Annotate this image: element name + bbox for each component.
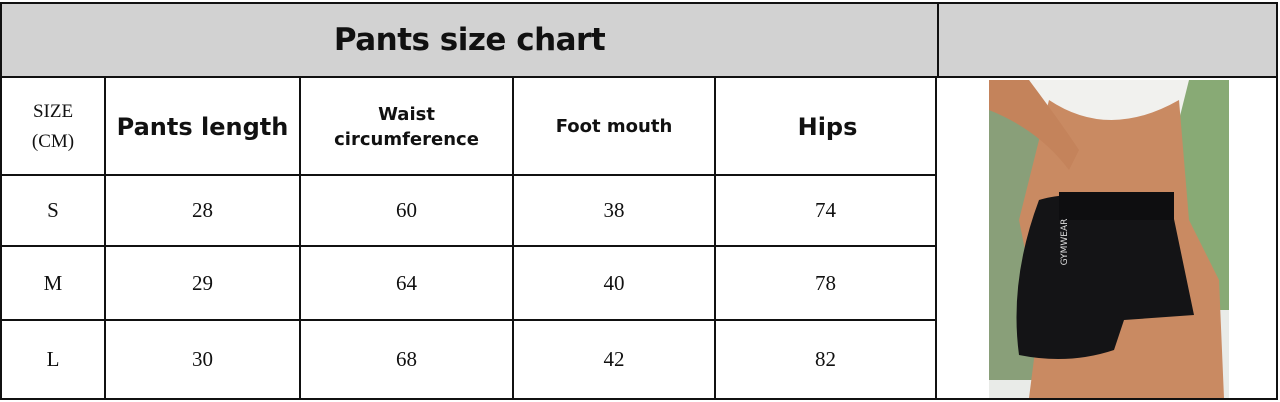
divider [0,174,937,176]
divider [1276,77,1278,400]
size-header: SIZE (CM) [2,79,104,174]
value-cell: 28 [192,198,213,222]
divider [299,77,301,400]
value-cell: 40 [603,270,625,295]
value-cell: 78 [815,270,836,295]
divider [512,77,514,400]
column-header-foot-mouth: Foot mouth [555,116,673,137]
product-photo: GYMWEAR [989,80,1229,398]
column-header-waist: Waist circumference [334,103,479,150]
size-cell: M [43,270,63,295]
divider [0,319,937,321]
column-header-pants-length: Pants length [116,112,289,141]
value-cell: 82 [815,347,836,371]
size-cell: L [46,347,60,371]
divider [937,4,939,76]
size-cell: S [47,198,59,222]
title-row: Pants size chart [0,2,1278,78]
value-cell: 38 [603,198,625,222]
value-cell: 68 [396,347,417,371]
value-cell: 30 [192,347,213,371]
value-cell: 64 [396,270,417,295]
divider [714,77,716,400]
value-cell: 29 [192,270,213,295]
page-title: Pants size chart [333,22,606,58]
divider [935,77,937,400]
size-header-label: SIZE [32,100,74,122]
divider [0,77,2,400]
divider [0,398,1278,400]
value-cell: 60 [396,198,417,222]
value-cell: 42 [603,347,625,371]
divider [0,245,937,247]
column-header-hips: Hips [797,112,858,141]
divider [104,77,106,400]
value-cell: 74 [815,198,836,222]
gymwear-logo: GYMWEAR [1060,219,1070,266]
unit-label: (CM) [31,130,75,152]
